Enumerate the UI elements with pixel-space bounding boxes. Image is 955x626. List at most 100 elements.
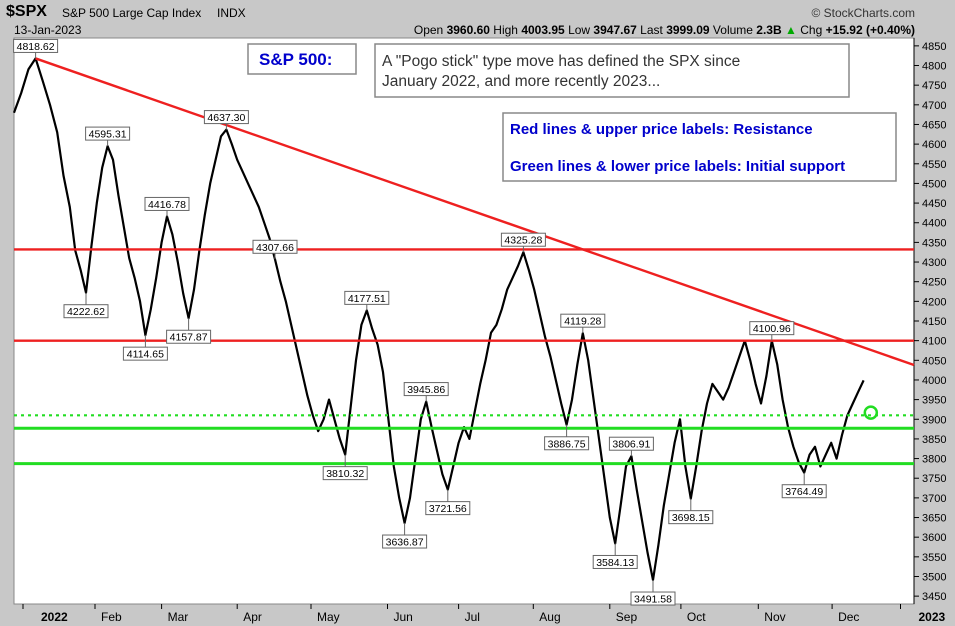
price-label: 4818.62 [17,41,55,53]
ohlc-readout: Open 3960.60 High 4003.95 Low 3947.67 La… [414,23,915,37]
price-label: 4637.30 [207,112,245,124]
y-tick-label: 4450 [922,198,946,210]
y-tick-label: 3450 [922,591,946,603]
price-label: 4307.66 [256,242,294,254]
price-label: 3945.86 [407,384,445,396]
open-value: 3960.60 [446,23,490,37]
price-label: 3491.58 [634,594,672,606]
x-tick-label: Mar [168,610,189,624]
y-tick-label: 4250 [922,277,946,289]
price-label-box [781,484,827,499]
x-tick-label: May [317,610,340,624]
y-tick-label: 3550 [922,552,946,564]
y-tick-label: 4800 [922,61,946,73]
title-annotation: S&P 500: [259,50,332,69]
change-arrow-icon: ▲ [785,23,797,37]
price-label: 3806.91 [612,439,650,451]
note-line-1: A "Pogo stick" type move has defined the… [382,53,740,70]
y-tick-label: 3900 [922,414,946,426]
price-label: 4114.65 [127,349,164,361]
x-tick-label: Apr [243,610,262,624]
change-value: +15.92 (+0.40%) [825,23,915,37]
price-label: 4100.96 [753,323,791,335]
current-price-marker [863,405,879,420]
price-series-line [12,57,865,582]
chart-date: 13-Jan-2023 [14,23,82,37]
title-annotation-box [247,43,357,75]
price-label: 4222.62 [67,306,105,318]
price-label-box [344,290,390,305]
y-tick-label: 4350 [922,237,946,249]
y-tick-label: 4300 [922,257,946,269]
y-tick-label: 4150 [922,316,946,328]
y-tick-label: 4600 [922,139,946,151]
y-tick-label: 3650 [922,513,946,525]
price-label-box [403,382,449,397]
x-tick-label: Jun [394,610,413,624]
legend-support: Green lines & lower price labels: Initia… [510,158,845,175]
change-label: Chg [800,23,823,37]
open-label: Open [413,23,444,37]
y-tick-label: 3800 [922,454,946,466]
price-label: 3886.75 [548,438,586,450]
price-label-box [144,196,190,211]
y-tick-label: 4500 [922,178,946,190]
resistance-trendline [35,57,915,367]
price-label-box [592,554,638,569]
x-tick-label: Sep [616,610,638,624]
brand: © StockCharts.com [811,6,915,20]
x-tick-label: Feb [101,610,122,624]
price-label-box [382,534,428,549]
last-value: 3999.09 [666,23,710,37]
exchange: INDX [217,6,246,20]
y-tick-label: 4200 [922,296,946,308]
y-tick-label: 3750 [922,473,946,485]
volume-value: 2.3B [756,23,782,37]
price-label: 4325.28 [504,235,542,247]
x-tick-label: Dec [838,610,859,624]
y-tick-label: 4750 [922,80,946,92]
price-label-box [544,436,590,451]
symbol: $SPX [6,3,47,20]
price-label: 4177.51 [348,293,386,305]
price-label-box [500,232,546,247]
price-label: 4416.78 [148,199,186,211]
note-box [374,43,850,98]
last-label: Last [640,23,663,37]
x-tick-label: Aug [539,610,560,624]
high-value: 4003.95 [521,23,565,37]
x-tick-label: 2023 [919,610,946,624]
legend-resistance: Red lines & upper price labels: Resistan… [510,121,813,138]
x-tick-label: Nov [764,610,785,624]
x-tick-label: Oct [687,610,706,624]
y-tick-label: 4850 [922,41,946,53]
y-tick-label: 4400 [922,218,946,230]
price-label-box [322,466,368,481]
price-label-box [560,313,606,328]
price-label-box [425,501,471,516]
note-line-2: January 2022, and more recently 2023... [382,73,660,90]
price-label-box [749,321,795,336]
legend-box [502,112,897,182]
price-label: 3584.13 [596,557,634,569]
price-label: 4119.28 [564,316,601,328]
price-label-box [668,510,714,525]
y-tick-label: 4700 [922,100,946,112]
low-value: 3947.67 [593,23,637,37]
y-tick-label: 3500 [922,571,946,583]
price-label-box [252,239,298,254]
y-tick-label: 3600 [922,532,946,544]
x-tick-label: 2022 [41,610,68,624]
y-tick-label: 3700 [922,493,946,505]
price-label-box [85,126,131,141]
price-label-box [122,346,168,361]
price-label: 3636.87 [386,537,424,549]
y-tick-label: 4650 [922,119,946,131]
y-tick-label: 3950 [922,395,946,407]
high-label: High [493,23,518,37]
price-label: 4595.31 [89,129,127,141]
volume-label: Volume [712,23,753,37]
y-tick-label: 3850 [922,434,946,446]
